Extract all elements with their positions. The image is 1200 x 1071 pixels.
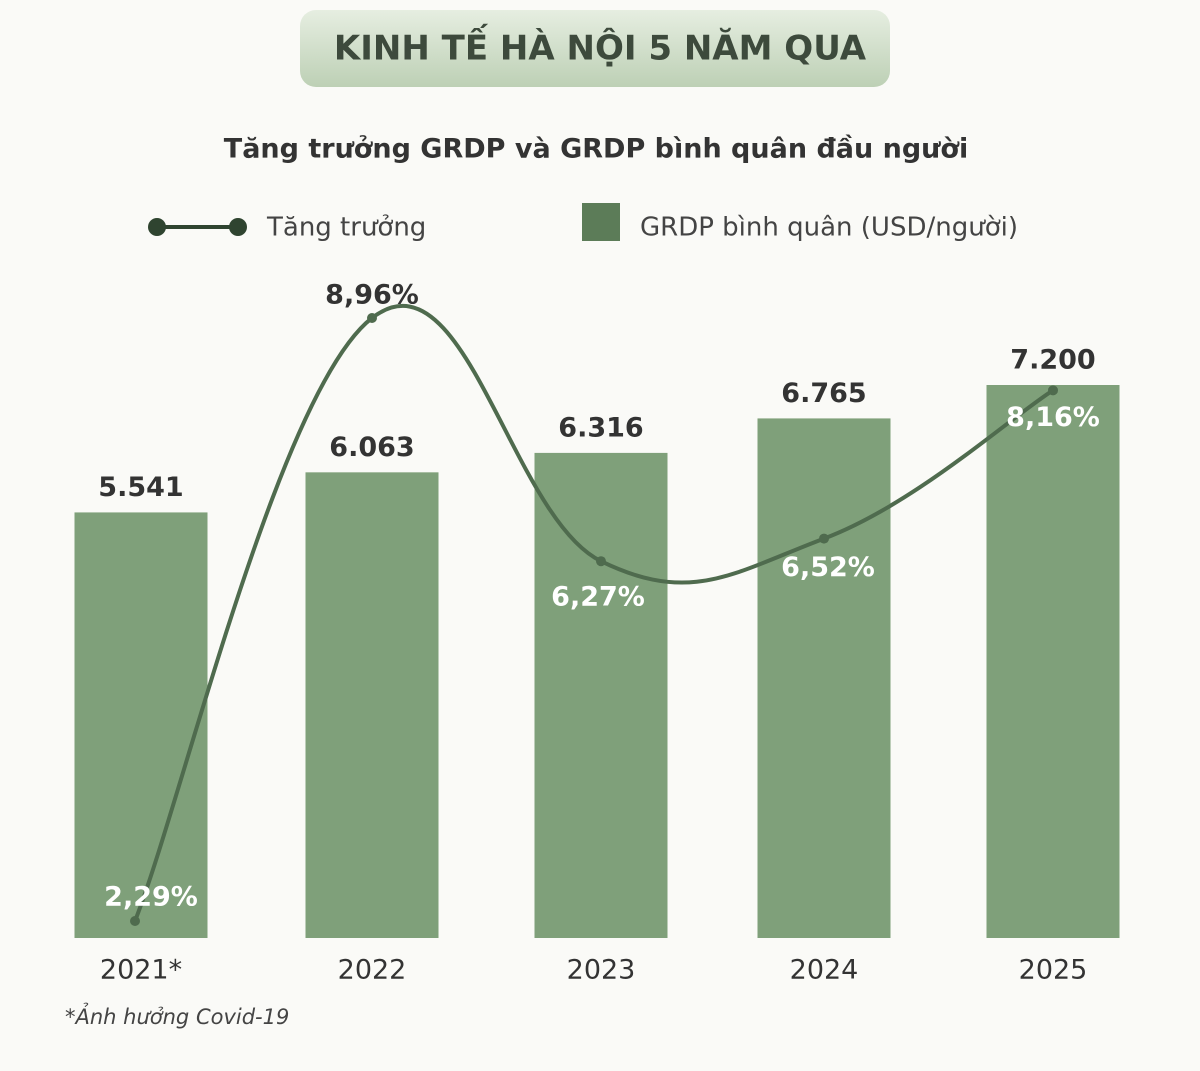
bar-value-label: 6.316	[558, 412, 643, 443]
x-tick-label: 2023	[567, 955, 636, 986]
chart-subtitle: Tăng trưởng GRDP và GRDP bình quân đầu n…	[224, 134, 968, 165]
bar	[534, 452, 668, 938]
bar	[986, 385, 1120, 938]
chart-title: KINH TẾ HÀ NỘI 5 NĂM QUA	[334, 24, 867, 69]
legend-label: GRDP bình quân (USD/người)	[640, 213, 1018, 243]
footnote: *Ảnh hưởng Covid-19	[65, 1003, 289, 1029]
growth-value-label: 6,52%	[781, 552, 875, 583]
title-banner	[300, 10, 890, 87]
legend-label: Tăng trưởng	[266, 213, 426, 243]
legend-dot	[148, 218, 166, 236]
bar	[757, 418, 891, 939]
growth-point	[819, 533, 829, 544]
bar-value-label: 6.765	[781, 378, 866, 409]
growth-point	[367, 313, 377, 323]
bar-value-label: 5.541	[98, 472, 183, 503]
x-tick-label: 2024	[790, 955, 859, 986]
growth-point	[596, 556, 606, 567]
growth-value-label: 2,29%	[104, 882, 198, 913]
x-tick-label: 2021*	[100, 955, 182, 986]
bar	[74, 512, 208, 938]
growth-line	[133, 304, 1055, 922]
growth-point	[130, 916, 140, 926]
legend-dot	[229, 218, 247, 236]
growth-value-label: 8,16%	[1006, 402, 1100, 433]
growth-point	[1048, 385, 1058, 396]
x-tick-label: 2022	[338, 955, 407, 986]
legend-swatch	[582, 203, 620, 241]
bar-value-label: 7.200	[1010, 345, 1095, 376]
x-tick-label: 2025	[1019, 955, 1088, 986]
bar	[305, 472, 439, 938]
growth-value-label: 8,96%	[325, 280, 419, 311]
growth-value-label: 6,27%	[551, 582, 645, 613]
bar-value-label: 6.063	[329, 432, 414, 463]
